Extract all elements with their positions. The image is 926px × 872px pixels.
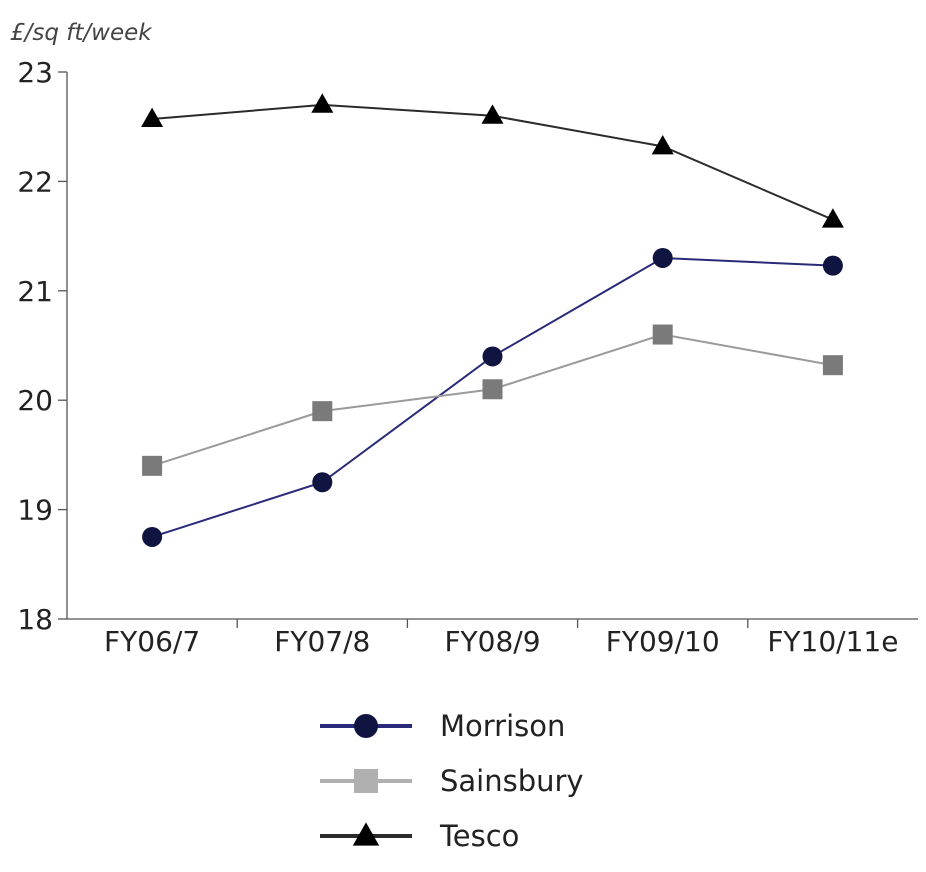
data-point-sainsbury	[312, 401, 333, 422]
data-point-sainsbury	[652, 324, 673, 345]
data-point-morrison	[142, 526, 163, 547]
legend-label-sainsbury: Sainsbury	[440, 764, 584, 798]
x-tick-label: FY09/10	[606, 625, 720, 658]
y-axis-unit-label: £/sq ft/week	[10, 20, 153, 46]
series-sainsbury	[142, 324, 843, 476]
legend-marker-sainsbury	[354, 769, 378, 793]
legend-item-tesco: Tesco	[320, 819, 519, 853]
legend-item-sainsbury: Sainsbury	[320, 764, 584, 798]
data-point-morrison	[822, 255, 843, 276]
axes	[66, 72, 918, 620]
data-point-tesco	[821, 208, 844, 228]
data-point-sainsbury	[482, 379, 503, 400]
y-tick-label: 23	[17, 56, 53, 89]
x-axis-ticks: FY06/7 FY07/8 FY08/9 FY09/10 FY10/11e	[104, 619, 898, 658]
series-layer	[141, 93, 844, 547]
x-tick-label: FY06/7	[104, 625, 200, 658]
data-point-tesco	[651, 134, 674, 155]
series-tesco	[141, 93, 844, 228]
data-point-tesco	[141, 107, 164, 128]
y-tick-label: 20	[17, 384, 53, 417]
series-morrison	[142, 247, 843, 547]
data-point-sainsbury	[142, 455, 163, 476]
data-point-sainsbury	[822, 355, 843, 376]
x-tick-label: FY08/9	[444, 625, 540, 658]
data-point-tesco	[481, 104, 504, 124]
legend-marker-tesco	[352, 822, 380, 846]
legend-label-morrison: Morrison	[440, 709, 565, 743]
y-tick-label: 22	[17, 165, 53, 198]
legend-item-morrison: Morrison	[320, 709, 565, 743]
y-tick-label: 21	[17, 275, 53, 308]
y-tick-label: 19	[17, 494, 53, 527]
legend-marker-morrison	[354, 714, 378, 738]
data-point-morrison	[312, 472, 333, 493]
data-point-morrison	[482, 346, 503, 367]
data-point-morrison	[652, 247, 673, 268]
y-axis-ticks: 18 19 20 21 22 23	[17, 56, 67, 636]
legend: Morrison Sainsbury Tesco	[320, 709, 584, 853]
data-point-tesco	[311, 93, 334, 113]
y-tick-label: 18	[17, 603, 53, 636]
legend-label-tesco: Tesco	[439, 819, 519, 853]
x-tick-label: FY10/11e	[767, 625, 898, 658]
x-tick-label: FY07/8	[274, 625, 370, 658]
